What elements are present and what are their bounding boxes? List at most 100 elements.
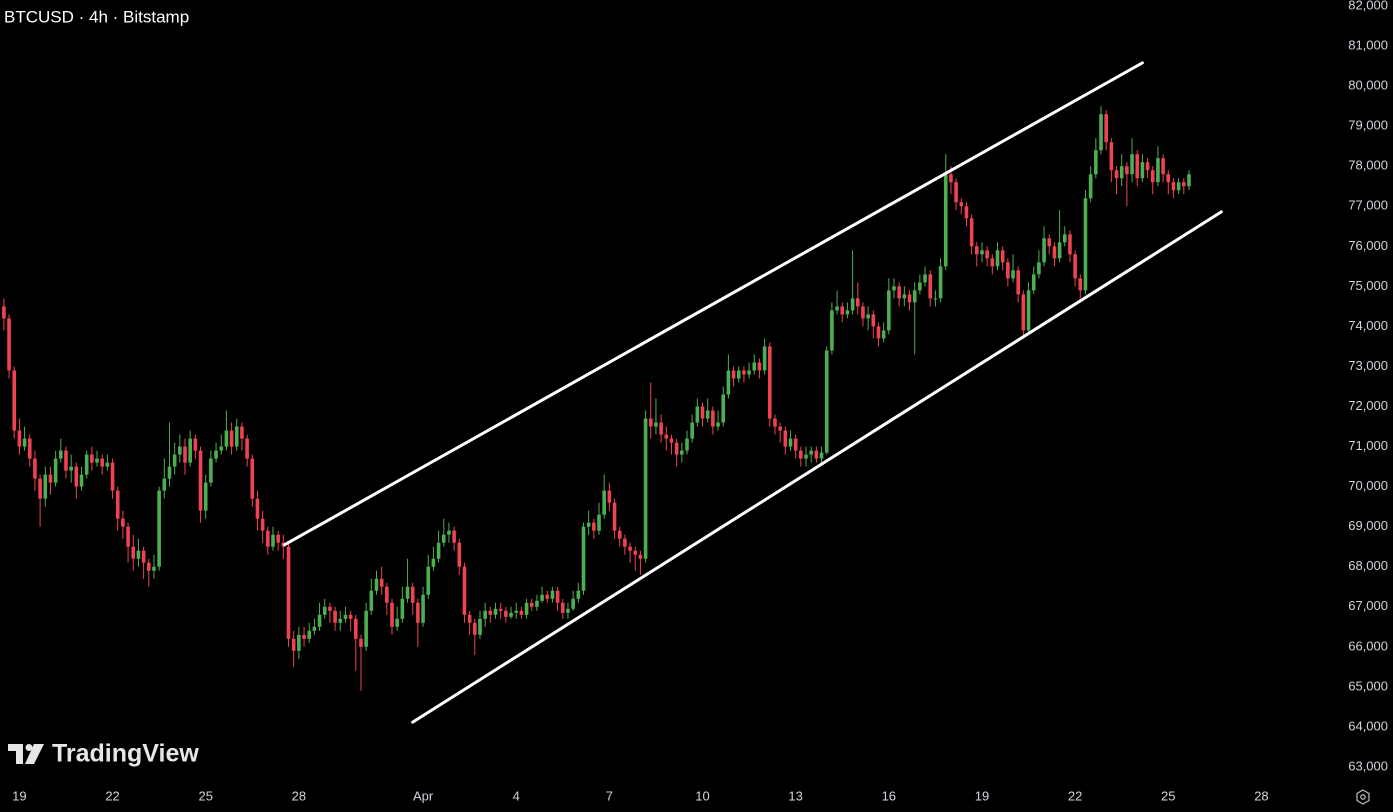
candle-body: [452, 530, 456, 543]
candle-body: [1016, 270, 1021, 295]
candle-body: [395, 618, 399, 627]
candle-body: [623, 538, 627, 547]
candle-body: [887, 290, 891, 331]
candle-body: [167, 466, 172, 479]
candle-body: [229, 430, 234, 447]
candle-body: [897, 286, 901, 299]
candle-body: [353, 618, 358, 639]
candle-body: [819, 452, 824, 459]
candle-body: [804, 454, 808, 459]
candle-body: [214, 450, 218, 459]
candle-body: [964, 206, 969, 219]
candle-body: [1021, 294, 1026, 331]
candle-body: [711, 410, 715, 427]
candle-body: [504, 610, 508, 617]
y-tick-label: 66,000: [1348, 638, 1388, 653]
candle-body: [954, 182, 958, 203]
candle-body: [1042, 238, 1046, 263]
candle-body: [59, 450, 63, 459]
candle-body: [193, 438, 198, 451]
candle-body: [1145, 162, 1150, 171]
candle-body: [348, 614, 353, 619]
candle-body: [1109, 142, 1114, 171]
candle-body: [343, 614, 348, 619]
candle-body: [255, 498, 260, 519]
candle-body: [17, 430, 22, 447]
candle-body: [64, 450, 68, 471]
candle-body: [959, 202, 964, 207]
candle-body: [612, 502, 617, 531]
candle-body: [1171, 182, 1176, 191]
candle-body: [271, 534, 275, 547]
trend-line: [411, 210, 1223, 724]
y-tick-label: 67,000: [1348, 598, 1388, 613]
candle-body: [48, 474, 53, 483]
settings-icon[interactable]: [1356, 789, 1370, 805]
candle-body: [907, 294, 912, 303]
candle-body: [1130, 154, 1134, 175]
x-tick-label: 25: [198, 788, 212, 803]
candle-body: [90, 454, 94, 463]
candle-body: [183, 446, 187, 463]
trend-line: [283, 61, 1144, 547]
x-tick-label: 25: [1161, 788, 1175, 803]
candle-body: [871, 314, 876, 327]
candle-body: [742, 370, 746, 375]
candle-body: [240, 426, 244, 439]
candle-body: [1161, 158, 1165, 175]
candle-body: [685, 438, 689, 451]
candle-body: [302, 634, 306, 639]
chart-title: BTCUSD · 4h · Bitstamp: [4, 7, 189, 26]
candle-body: [1078, 278, 1083, 291]
candle-body: [664, 434, 669, 439]
candle-body: [493, 608, 498, 615]
x-tick-label: 7: [606, 788, 613, 803]
candle-body: [943, 174, 948, 267]
candle-body: [338, 618, 343, 623]
candle-body: [985, 250, 989, 259]
x-tick-label: 28: [292, 788, 306, 803]
logo-slash: [25, 744, 44, 764]
candle-body: [421, 594, 425, 623]
candle-body: [12, 370, 17, 431]
candle-body: [100, 458, 105, 467]
x-tick-label: Apr: [413, 788, 434, 803]
candle-body: [933, 298, 938, 300]
candle-body: [53, 458, 58, 483]
candle-body: [535, 600, 539, 607]
candle-body: [866, 314, 870, 319]
settings-center[interactable]: [1360, 794, 1366, 800]
candle-body: [198, 450, 203, 511]
settings-hexagon[interactable]: [1356, 789, 1370, 805]
candle-body: [716, 422, 720, 427]
candle-body: [1011, 270, 1015, 279]
candle-body: [540, 594, 544, 601]
candle-body: [369, 590, 374, 611]
candle-body: [809, 450, 813, 455]
candle-body: [850, 298, 855, 311]
candle-body: [928, 274, 933, 299]
candle-body: [457, 542, 462, 567]
candle-body: [918, 282, 922, 291]
candle-body: [79, 474, 84, 487]
candle-body: [855, 298, 860, 307]
candle-body: [902, 294, 907, 299]
candle-body: [607, 490, 612, 503]
candle-body: [359, 638, 363, 647]
candle-body: [1150, 170, 1155, 183]
candle-body: [1094, 150, 1098, 175]
candle-body: [152, 566, 156, 571]
candle-body: [923, 274, 927, 283]
candle-body: [260, 518, 265, 531]
candle-body: [234, 426, 239, 447]
candle-body: [276, 534, 280, 543]
candle-body: [654, 422, 658, 427]
candle-body: [1187, 174, 1191, 187]
candle-body: [814, 450, 819, 459]
candle-body: [245, 438, 249, 459]
candle-body: [861, 306, 865, 319]
y-tick-label: 82,000: [1348, 0, 1388, 12]
candle-body: [131, 546, 136, 559]
candle-body: [22, 438, 27, 447]
candle-body: [1166, 174, 1171, 183]
